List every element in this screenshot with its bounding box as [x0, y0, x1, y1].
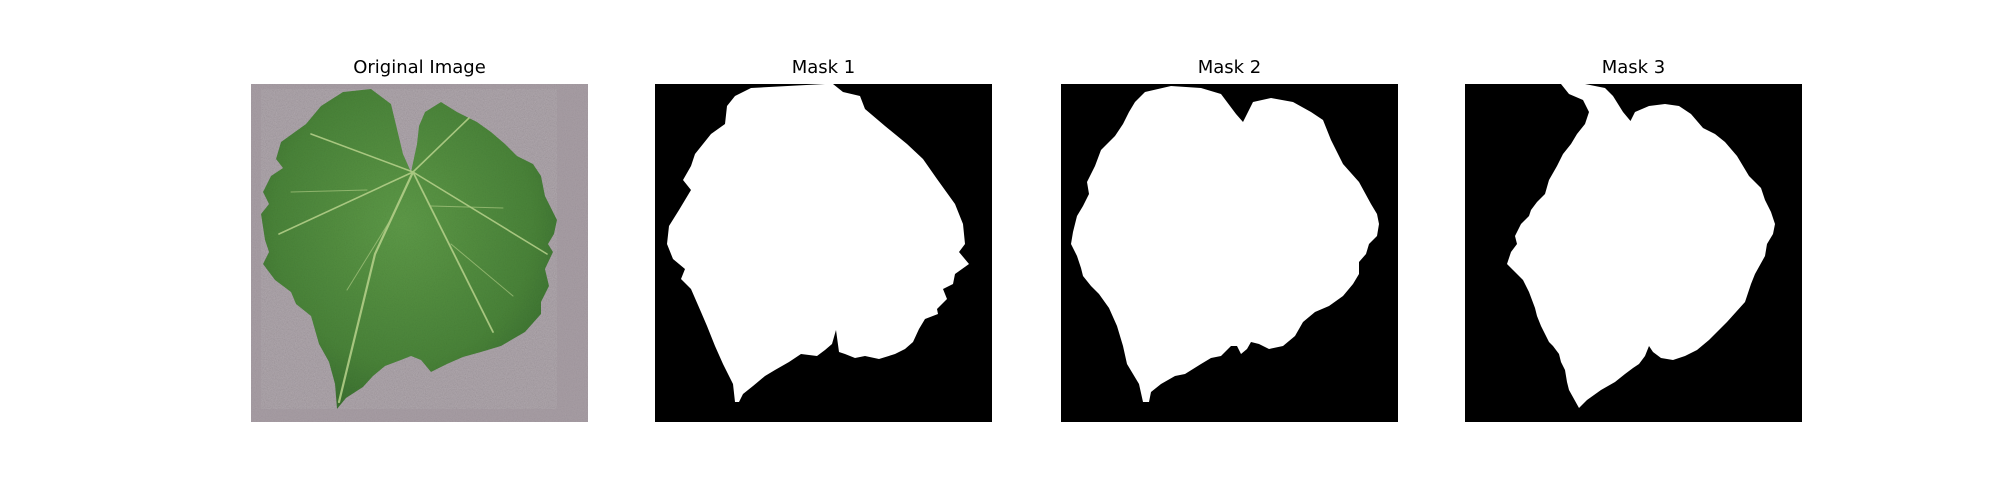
mask-region	[667, 84, 969, 402]
panel-mask-1: Mask 1	[655, 56, 992, 422]
leaf-shape	[261, 89, 557, 409]
panel-mask-2: Mask 2	[1061, 56, 1398, 422]
leaf-photo	[251, 84, 588, 422]
leaf-veins	[278, 117, 548, 404]
panel-title: Mask 1	[791, 57, 856, 78]
mask-region	[1507, 84, 1775, 408]
mask-image	[655, 84, 992, 422]
panel-original-image: Original Image	[251, 56, 588, 422]
panel-mask-3: Mask 3	[1465, 56, 1802, 422]
panel-title: Mask 3	[1601, 57, 1666, 78]
panel-title: Original Image	[353, 57, 486, 78]
mask-speckles	[1206, 318, 1216, 328]
mask-image	[1465, 84, 1802, 422]
mask-image	[1061, 84, 1398, 422]
panel-title: Mask 2	[1197, 57, 1262, 78]
mask-region	[1071, 86, 1379, 402]
